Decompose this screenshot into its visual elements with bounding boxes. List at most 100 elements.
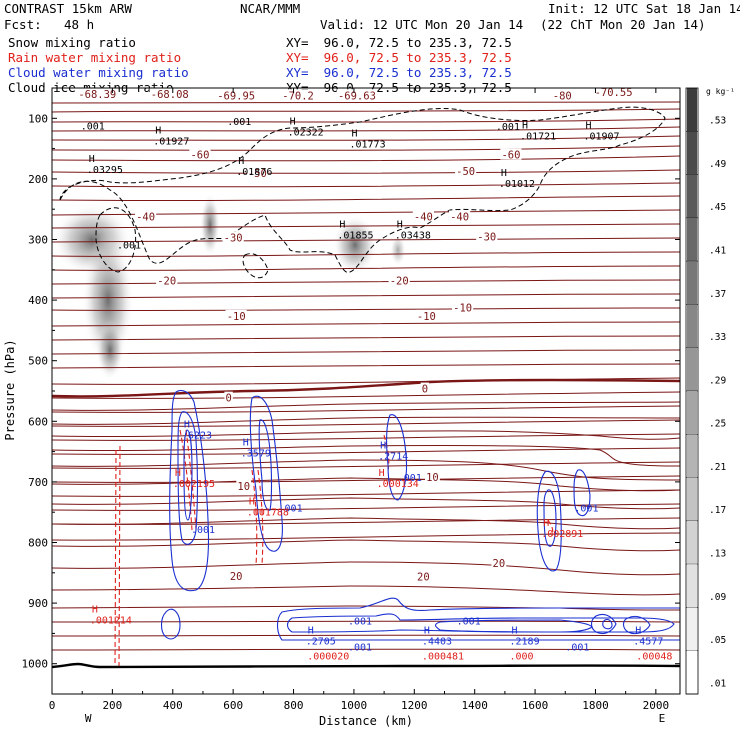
colorbar-swatch [687,131,697,175]
colorbar-label: .49 [709,159,726,170]
cloudwater-contour [573,469,591,517]
isotherm-label-bg [452,301,474,313]
x-tick-label: 200 [102,699,122,712]
isotherm-label-bg [551,89,573,101]
isotherm-line [52,532,680,541]
maximum-value-label: .001 [398,473,422,484]
isotherm-line [52,497,680,510]
isotherm-line [52,585,680,596]
field-name-rain: Rain water mixing ratio [8,50,182,65]
isotherm-label-bg [420,382,430,394]
isotherm-label: -40 [450,211,469,223]
isotherm-line [52,433,680,441]
isotherm-line [52,155,680,162]
isotherm-line [52,145,680,151]
freezing-line [52,378,680,398]
isotherm-line [52,169,680,174]
y-axis-label: Pressure (hPa) [3,339,17,440]
colorbar-swatch [687,650,697,694]
rain-contour [185,429,197,531]
isotherm-label: -10 [453,302,472,314]
isotherm-label: -40 [414,211,433,223]
maximum-marker: H [635,625,641,636]
colorbar-swatch [687,607,697,651]
x-tick-label: 800 [284,699,304,712]
maximum-value-label: .000134 [377,479,419,490]
ice-contour [242,253,269,279]
isotherm-label: -80 [553,90,572,102]
maximum-marker: H [543,518,549,529]
isotherm-label-bg [412,210,434,222]
isotherm-label: 10 [237,481,250,493]
isotherm-line [52,605,680,611]
isotherm-line [52,648,680,651]
maximum-value-label: .01721 [520,132,556,143]
colorbar-label: .33 [709,332,726,343]
field-xy-cloud-ice: XY= 96.0, 72.5 to 235.3, 72.5 [286,80,512,95]
y-tick-label: 400 [28,294,48,307]
isotherm-label: -60 [501,150,520,162]
y-tick-label: 700 [28,476,48,489]
rain-contour [257,469,264,566]
cloudwater-contour [602,618,613,630]
maximum-value-label: .03438 [395,230,431,241]
isotherm-line [52,265,680,271]
isotherm-label-bg [388,274,410,286]
isotherm-line [52,416,680,425]
maximum-marker: H [501,168,507,179]
x-tick-label: 1600 [522,699,549,712]
colorbar-label: .25 [709,419,726,430]
x-axis-label: Distance (km) [319,714,413,728]
isotherm-label: 20 [493,558,506,570]
colorbar-swatch [687,520,697,565]
y-tick-label: 300 [28,234,48,247]
isotherm-line [52,459,680,481]
maximum-value-label: .001 [496,122,520,133]
fcst-label: Fcst: [4,17,42,32]
colorbar: .53 .49 .45 .41 .37 .33 .29 .25 .21 .17 .13 .09 .05.… [685,87,726,695]
y-tick-label: 200 [28,173,48,186]
x-tick-label: 1800 [582,699,609,712]
isotherm-line [52,447,680,455]
isotherm-line [52,335,680,341]
colorbar-swatch [687,391,697,435]
cloudwater-contour [169,389,209,592]
x-tick-label: 600 [223,699,243,712]
colorbar-swatch [687,217,697,262]
isotherm-line [52,237,680,243]
colorbar-swatch [687,434,697,478]
maximum-value-label: .001 [191,525,215,536]
maximum-value-label: .001 [348,643,372,654]
isotherm-label-bg [476,230,498,242]
isotherm-line [52,391,680,399]
rain-contour [383,434,390,471]
isotherm-line [52,430,680,440]
maximum-value-label: .001 [574,504,598,515]
isotherm-line [52,279,680,285]
maximum-marker: H [308,625,314,636]
maximum-value-label: .01907 [583,132,619,143]
model-title: CONTRAST 15km ARW [4,1,132,16]
isotherm-label-bg [228,569,244,581]
colorbar-frame [685,87,699,695]
maximum-marker: H [92,604,98,615]
isotherm-label: 0 [422,384,428,396]
isotherm-label-bg [134,210,157,222]
maximum-marker: H [290,116,296,127]
maximum-value-label: .001214 [90,615,132,626]
maximum-value-label: .3579 [241,449,271,460]
maximum-value-label: .000020 [307,652,349,663]
rain-contour [179,429,193,531]
maximum-value-label: .001 [565,643,589,654]
x-tick-label: 1400 [461,699,488,712]
isotherm-line [52,349,680,355]
valid-local-time: (22 ChT Mon 20 Jan 14) [540,17,706,32]
maximum-marker: H [184,419,190,430]
colorbar-swatch [687,347,697,391]
field-xy-rain: XY= 96.0, 72.5 to 235.3, 72.5 [286,50,512,65]
snow-shade-5 [333,215,377,275]
isotherm-label: 0 [225,393,231,405]
colorbar-label: .37 [709,289,726,300]
